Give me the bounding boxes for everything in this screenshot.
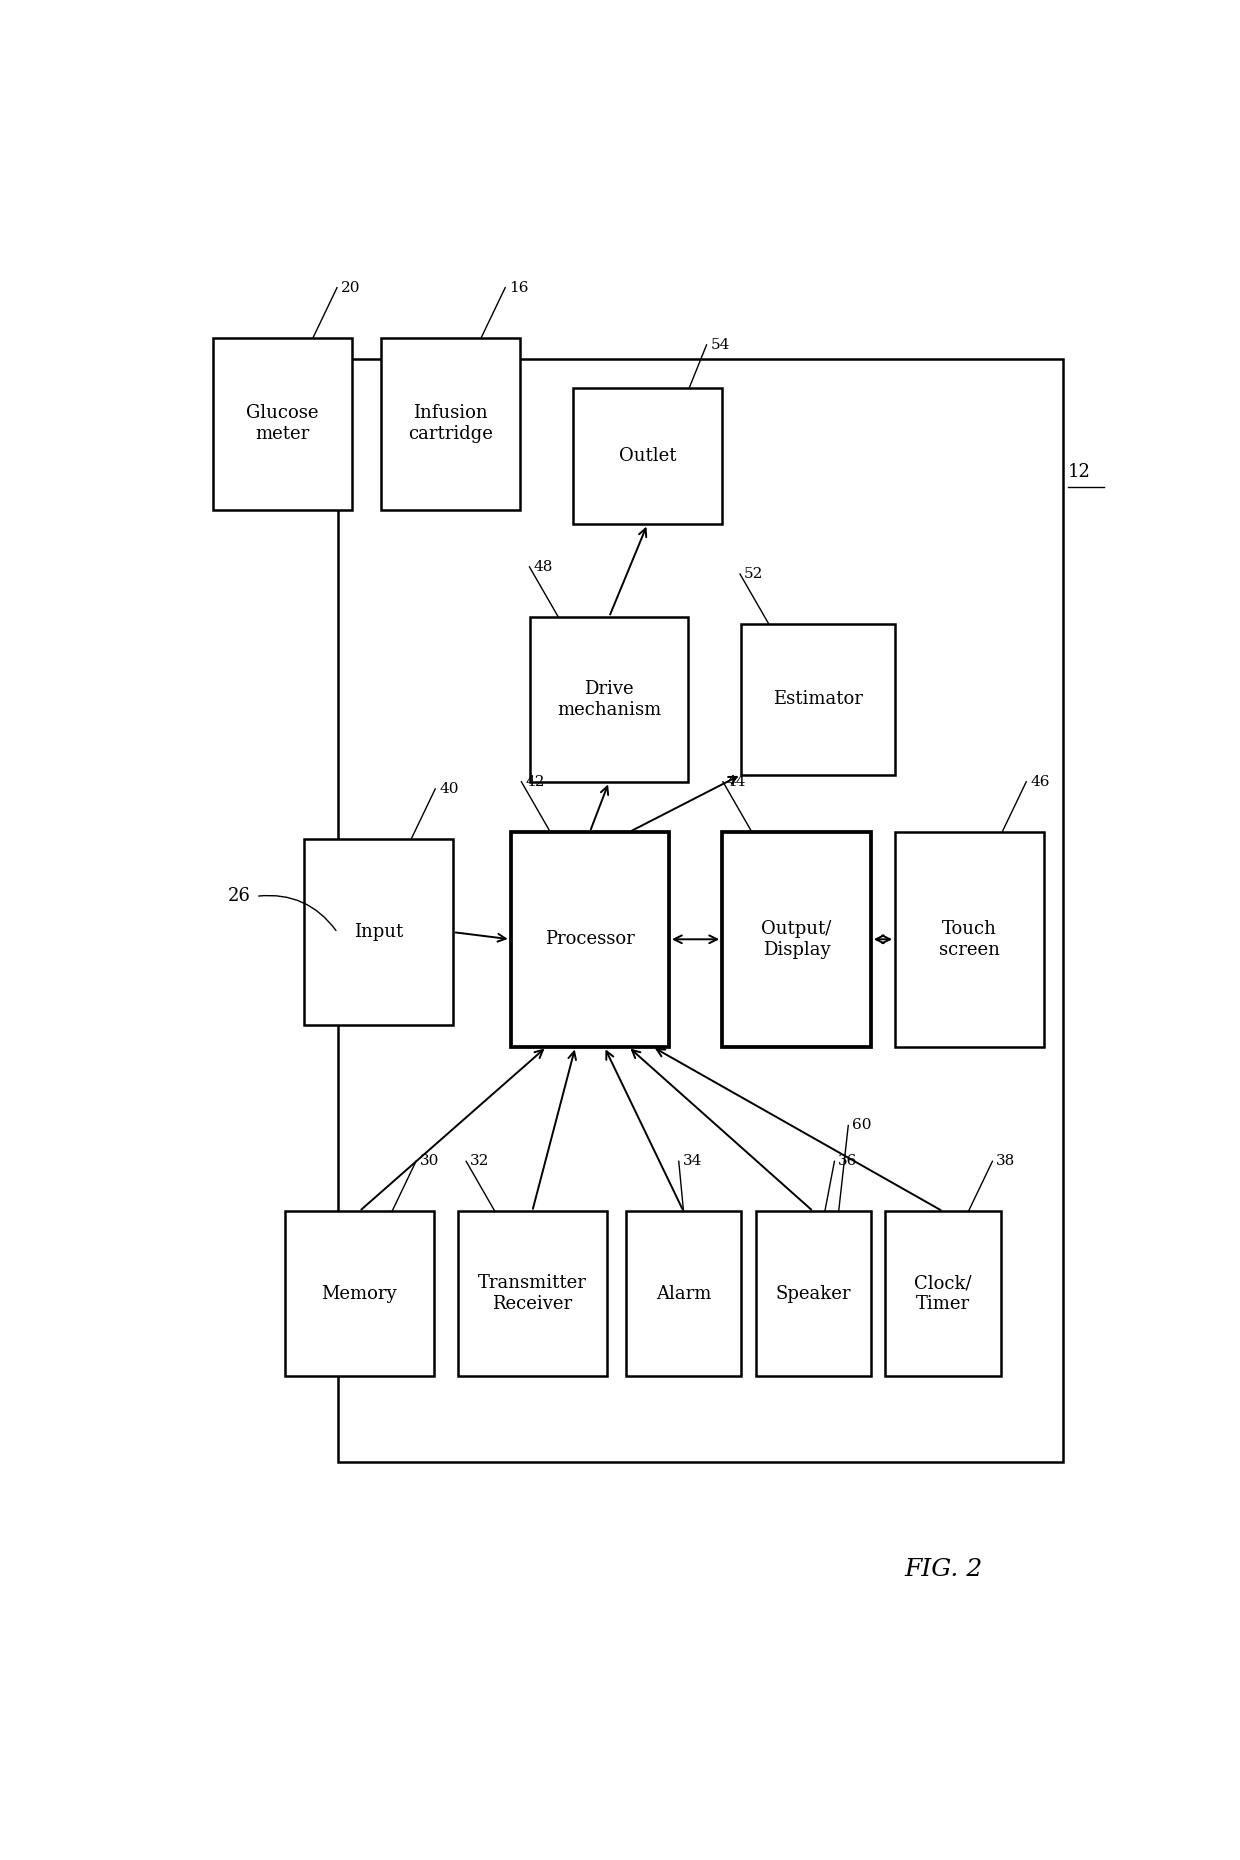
Text: Output/
Display: Output/ Display <box>761 921 832 958</box>
FancyBboxPatch shape <box>626 1211 742 1376</box>
Text: 46: 46 <box>1030 776 1049 789</box>
FancyBboxPatch shape <box>722 831 870 1047</box>
Text: 44: 44 <box>727 776 746 789</box>
FancyBboxPatch shape <box>529 618 688 781</box>
Text: Alarm: Alarm <box>656 1285 712 1302</box>
Text: Clock/
Timer: Clock/ Timer <box>914 1274 972 1313</box>
Text: Glucose
meter: Glucose meter <box>246 404 319 443</box>
FancyBboxPatch shape <box>755 1211 870 1376</box>
Text: 30: 30 <box>420 1155 439 1168</box>
FancyBboxPatch shape <box>511 831 670 1047</box>
Text: 52: 52 <box>744 567 764 580</box>
Text: 40: 40 <box>439 781 459 796</box>
Text: FIG. 2: FIG. 2 <box>904 1559 982 1581</box>
FancyBboxPatch shape <box>742 625 895 774</box>
FancyBboxPatch shape <box>458 1211 606 1376</box>
Text: 32: 32 <box>470 1155 490 1168</box>
FancyBboxPatch shape <box>304 839 453 1025</box>
Text: 16: 16 <box>510 281 528 294</box>
Text: 12: 12 <box>1068 463 1091 482</box>
FancyBboxPatch shape <box>337 359 1063 1462</box>
Text: 36: 36 <box>838 1155 858 1168</box>
Text: 54: 54 <box>711 339 729 352</box>
Text: 60: 60 <box>852 1118 872 1133</box>
Text: 48: 48 <box>533 560 553 575</box>
Text: Processor: Processor <box>544 930 635 949</box>
Text: Outlet: Outlet <box>619 446 676 465</box>
Text: Estimator: Estimator <box>774 690 863 709</box>
Text: 42: 42 <box>526 776 544 789</box>
Text: Input: Input <box>353 923 403 941</box>
FancyBboxPatch shape <box>885 1211 1001 1376</box>
Text: 38: 38 <box>996 1155 1016 1168</box>
Text: Transmitter
Receiver: Transmitter Receiver <box>477 1274 587 1313</box>
Text: Speaker: Speaker <box>775 1285 851 1302</box>
Text: 34: 34 <box>682 1155 702 1168</box>
Text: 26: 26 <box>228 887 250 906</box>
Text: Memory: Memory <box>321 1285 397 1302</box>
FancyBboxPatch shape <box>573 389 722 525</box>
Text: Touch
screen: Touch screen <box>939 921 999 958</box>
Text: Infusion
cartridge: Infusion cartridge <box>408 404 494 443</box>
Text: Drive
mechanism: Drive mechanism <box>557 681 661 718</box>
FancyBboxPatch shape <box>213 339 352 510</box>
FancyBboxPatch shape <box>285 1211 434 1376</box>
FancyBboxPatch shape <box>381 339 521 510</box>
Text: 20: 20 <box>341 281 361 294</box>
FancyBboxPatch shape <box>895 831 1044 1047</box>
